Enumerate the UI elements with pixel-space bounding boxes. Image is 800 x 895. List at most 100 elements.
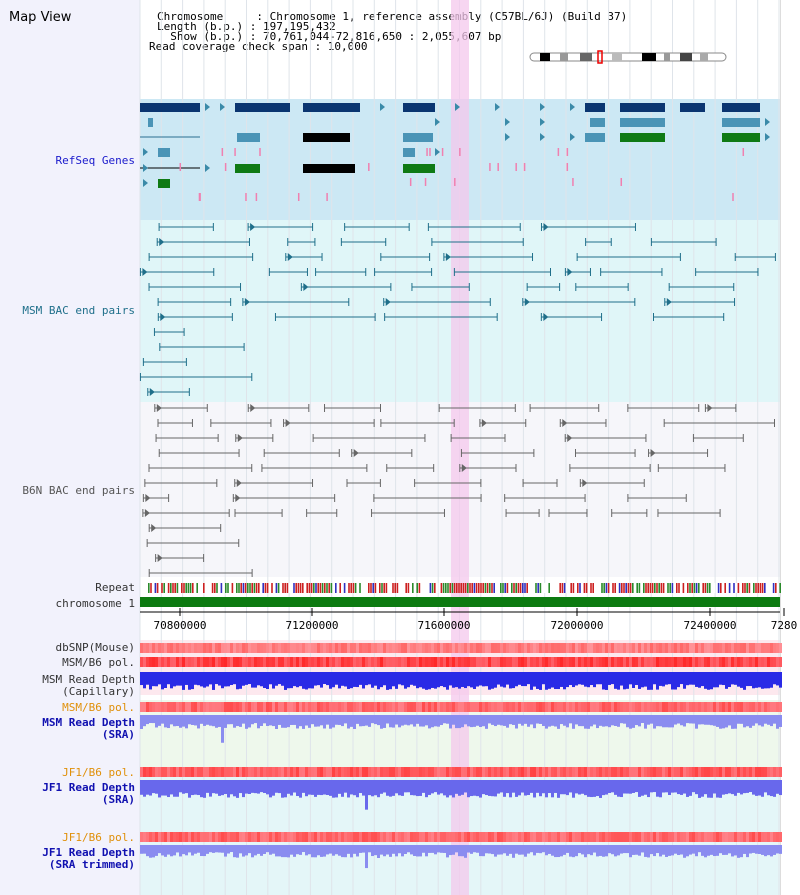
heat-cell [317,832,320,842]
repeat-element [684,583,687,593]
heat-cell [425,643,428,653]
heat-cell [323,657,326,667]
depth-bar [266,672,269,690]
depth-bar [443,780,446,796]
heat-cell [581,657,584,667]
depth-bar [158,672,161,685]
depth-bar [422,845,425,853]
heat-cell [548,832,551,842]
heat-cell [458,657,461,667]
depth-bar [197,780,200,796]
repeat-element [425,583,427,593]
depth-bar [248,780,251,795]
depth-bar [176,672,179,686]
depth-bar [389,780,392,797]
heat-cell [383,767,386,777]
heat-cell [461,657,464,667]
heat-cell [734,767,737,777]
depth-bar [371,715,374,724]
heat-cell [212,643,215,653]
heat-cell [209,657,212,667]
heat-cell [341,643,344,653]
depth-bar [251,672,254,688]
heat-cell [449,832,452,842]
b6n-bac-track[interactable] [142,404,775,577]
heat-cell [491,832,494,842]
depth-bar [596,672,599,685]
heat-cell [353,702,356,712]
heat-cell [695,832,698,842]
depth-bar [395,845,398,857]
depth-bar [473,780,476,796]
heat-cell [719,643,722,653]
depth-bar [461,672,464,687]
heat-cell [260,702,263,712]
heat-cell [173,702,176,712]
track-label-b6n-bac[interactable]: B6N BAC end pairs [22,484,135,497]
track-label-refseq[interactable]: RefSeq Genes [55,154,135,167]
depth-bar [503,715,506,726]
depth-bar [665,715,668,728]
repeat-track[interactable] [148,583,781,593]
depth-bar [620,845,623,854]
msm-bac-track[interactable] [139,223,776,396]
heat-cell [623,702,626,712]
heat-cell [557,702,560,712]
heat-cell [635,643,638,653]
heat-cell [671,832,674,842]
repeat-element [368,583,370,593]
refseq-genes-track[interactable] [140,103,770,201]
strand-arrow [570,133,575,141]
repeat-element [548,583,550,593]
depth-bar [140,715,143,729]
chromosome-ideogram[interactable] [529,50,727,64]
repeat-element [605,583,608,593]
depth-bar [143,672,146,689]
selected-region-highlight[interactable] [451,0,469,895]
repeat-element [420,583,423,593]
heat-cell [560,657,563,667]
depth-bar [353,715,356,729]
heat-cell [323,767,326,777]
depth-bar [233,715,236,728]
depth-bar [227,672,230,687]
depth-bar [557,715,560,729]
heat-cell [503,657,506,667]
ideogram-band [700,53,708,61]
heat-cell [650,832,653,842]
depth-bar [245,715,248,729]
polymorphism-heatmaps[interactable] [140,643,782,842]
repeat-element [352,583,355,593]
heat-cell [377,832,380,842]
heat-cell [146,767,149,777]
ideogram-position-marker [597,50,603,64]
depth-bar [743,672,746,690]
depth-bar [173,845,176,856]
track-label-msm-bac[interactable]: MSM BAC end pairs [22,304,135,317]
heat-cell [344,832,347,842]
depth-bar [764,672,767,689]
heat-cell [584,832,587,842]
depth-bar [248,715,251,728]
depth-bar [467,780,470,798]
depth-bar [419,672,422,688]
repeat-element [326,583,328,593]
heat-cell [374,643,377,653]
depth-bar [317,715,320,727]
depth-bar [305,845,308,856]
heat-cell [686,643,689,653]
heat-cell [236,643,239,653]
depth-bar [569,780,572,793]
depth-bar [170,672,173,689]
heat-cell [212,832,215,842]
strand-arrow [495,103,500,111]
gene-marker [566,163,569,171]
chromosome-bar[interactable] [140,597,780,607]
heat-cell [482,702,485,712]
read-depth-tracks[interactable] [140,672,782,869]
heat-cell [326,643,329,653]
depth-bar [362,672,365,689]
heat-cell [254,657,257,667]
depth-bar [389,672,392,690]
